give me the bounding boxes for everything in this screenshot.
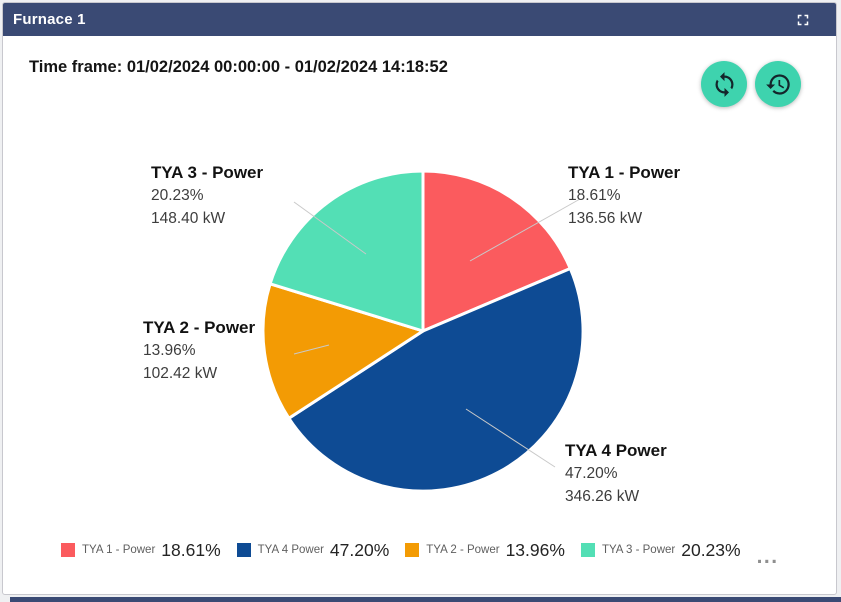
callout-label: TYA 3 - Power bbox=[151, 163, 264, 182]
callout-percent: 47.20% bbox=[565, 465, 618, 482]
history-button[interactable] bbox=[755, 61, 801, 107]
legend-label: TYA 1 - Power bbox=[82, 544, 156, 556]
time-frame-label: Time frame: 01/02/2024 00:00:00 - 01/02/… bbox=[29, 58, 448, 76]
widget-header: Furnace 1 bbox=[3, 3, 836, 36]
legend-percent: 18.61% bbox=[161, 539, 221, 560]
slice-callout-tya2: TYA 2 - Power 13.96% 102.42 kW bbox=[143, 316, 255, 385]
callout-kw: 148.40 kW bbox=[151, 210, 226, 227]
widget-title: Furnace 1 bbox=[13, 11, 86, 28]
slice-callout-tya4: TYA 4 Power 47.20% 346.26 kW bbox=[565, 439, 667, 508]
legend-percent: 13.96% bbox=[505, 539, 565, 560]
refresh-button[interactable] bbox=[701, 61, 747, 107]
pie-slice-1[interactable] bbox=[421, 169, 572, 333]
callout-percent: 20.23% bbox=[151, 187, 204, 204]
legend-swatch bbox=[405, 543, 420, 557]
legend-overflow-dots[interactable]: ... bbox=[756, 545, 779, 568]
legend-swatch bbox=[61, 543, 75, 557]
pie-slice-2[interactable] bbox=[287, 267, 585, 493]
callout-leader-line bbox=[293, 344, 330, 355]
history-icon bbox=[765, 71, 792, 98]
pie-chart bbox=[261, 169, 585, 493]
callout-kw: 346.26 kW bbox=[565, 488, 640, 505]
callout-percent: 18.61% bbox=[568, 187, 621, 204]
legend-label: TYA 3 - Power bbox=[601, 544, 676, 556]
legend-label: TYA 4 Power bbox=[257, 544, 324, 556]
callout-kw: 102.42 kW bbox=[143, 365, 218, 382]
callout-leader-line bbox=[293, 201, 367, 255]
chart-legend: TYA 1 - Power 18.61% TYA 4 Power 47.20% … bbox=[61, 539, 779, 568]
legend-item-tya1[interactable]: TYA 1 - Power 18.61% bbox=[61, 540, 221, 561]
callout-leader-line bbox=[465, 408, 556, 468]
legend-item-tya4[interactable]: TYA 4 Power 47.20% bbox=[236, 539, 390, 561]
legend-percent: 47.20% bbox=[329, 539, 390, 560]
refresh-icon bbox=[711, 71, 738, 98]
legend-swatch bbox=[580, 543, 595, 557]
legend-item-tya3[interactable]: TYA 3 - Power 20.23% bbox=[580, 539, 741, 561]
slice-callout-tya3: TYA 3 - Power 20.23% 148.40 kW bbox=[151, 161, 263, 230]
callout-leader-line bbox=[469, 198, 581, 262]
legend-percent: 20.23% bbox=[681, 539, 741, 560]
callout-percent: 13.96% bbox=[143, 342, 196, 359]
legend-swatch bbox=[236, 543, 251, 557]
next-widget-header-strip bbox=[10, 597, 841, 602]
legend-label: TYA 2 - Power bbox=[426, 544, 500, 556]
pie-slice-3[interactable] bbox=[261, 282, 425, 420]
callout-label: TYA 2 - Power bbox=[143, 318, 256, 337]
callout-label: TYA 1 - Power bbox=[568, 163, 681, 182]
callout-kw: 136.56 kW bbox=[568, 210, 643, 227]
expand-icon[interactable] bbox=[794, 11, 812, 29]
callout-label: TYA 4 Power bbox=[565, 441, 667, 460]
legend-item-tya2[interactable]: TYA 2 - Power 13.96% bbox=[405, 540, 565, 561]
pie-slice-4[interactable] bbox=[268, 169, 425, 333]
furnace-widget-card: Furnace 1 Time frame: 01/02/2024 00:00:0… bbox=[2, 2, 837, 595]
slice-callout-tya1: TYA 1 - Power 18.61% 136.56 kW bbox=[568, 161, 680, 230]
